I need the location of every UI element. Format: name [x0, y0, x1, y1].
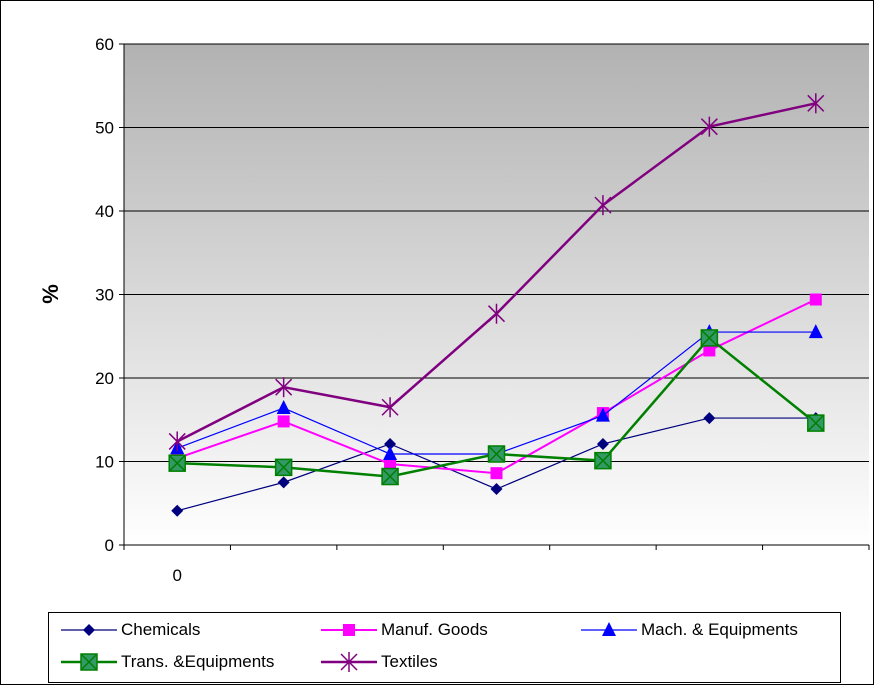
legend-label: Textiles: [381, 652, 438, 671]
data-point: [168, 454, 186, 472]
data-point: [700, 116, 718, 137]
data-point: [171, 504, 184, 517]
legend: Chemicals Manuf. Goods Mach. & Equipments T…: [48, 612, 841, 683]
data-point: [383, 445, 398, 460]
data-point: [809, 293, 822, 306]
data-point: [490, 467, 503, 480]
y-tick-label: 40: [95, 202, 114, 221]
data-point: [340, 652, 358, 672]
data-point: [602, 622, 616, 636]
y-tick-label: 0: [105, 536, 114, 555]
y-tick-label: 20: [95, 369, 114, 388]
data-point: [343, 624, 355, 636]
data-point: [384, 458, 397, 471]
legend-item: Mach. & Equipments: [581, 619, 798, 641]
legend-label: Trans. &Equipments: [121, 652, 275, 671]
y-tick-label: 10: [95, 453, 114, 472]
data-point: [274, 458, 293, 477]
legend-swatch: [61, 624, 117, 636]
data-point: [594, 451, 612, 470]
data-point: [703, 412, 716, 425]
data-point: [700, 329, 719, 347]
data-point: [381, 397, 399, 418]
data-point: [596, 437, 609, 450]
series-chemicals: [171, 412, 822, 517]
data-point: [80, 653, 98, 671]
legend-item: Manuf. Goods: [321, 619, 488, 641]
data-point: [594, 195, 612, 216]
data-point: [808, 324, 823, 339]
y-tick-label: 30: [95, 286, 114, 305]
legend-swatch: [61, 653, 117, 671]
series-textiles: [168, 93, 825, 452]
legend-item: Trans. &Equipments: [61, 651, 274, 673]
legend-swatch: [321, 624, 377, 636]
y-tick-label: 60: [95, 35, 114, 54]
legend-swatch: [321, 652, 377, 672]
data-point: [277, 476, 290, 489]
legend-swatch: [581, 622, 637, 636]
gridlines: [124, 43, 869, 462]
x-tick-label: 0: [172, 566, 181, 585]
data-point: [807, 93, 825, 114]
legend-label: Chemicals: [121, 620, 201, 639]
data-point: [276, 400, 291, 415]
data-point: [83, 624, 95, 636]
data-point: [381, 467, 399, 486]
data-point: [168, 431, 186, 452]
legend-label: Mach. & Equipments: [641, 620, 798, 639]
axes: 0 10 20 30 40 50 60 0: [95, 35, 870, 585]
data-point: [384, 437, 397, 450]
series-trans-equipments: [168, 329, 825, 486]
y-axis-label: %: [38, 284, 63, 304]
data-point: [595, 407, 610, 422]
data-point: [487, 303, 506, 324]
data-point: [277, 415, 290, 428]
legend-item: Textiles: [321, 651, 438, 673]
data-point: [275, 377, 293, 398]
data-point: [703, 344, 716, 357]
y-tick-label: 50: [95, 119, 114, 138]
data-point: [807, 414, 825, 432]
data-point: [490, 483, 503, 496]
legend-item: Chemicals: [61, 619, 200, 641]
data-point: [487, 445, 506, 463]
legend-label: Manuf. Goods: [381, 620, 488, 639]
series-group: [168, 93, 825, 517]
